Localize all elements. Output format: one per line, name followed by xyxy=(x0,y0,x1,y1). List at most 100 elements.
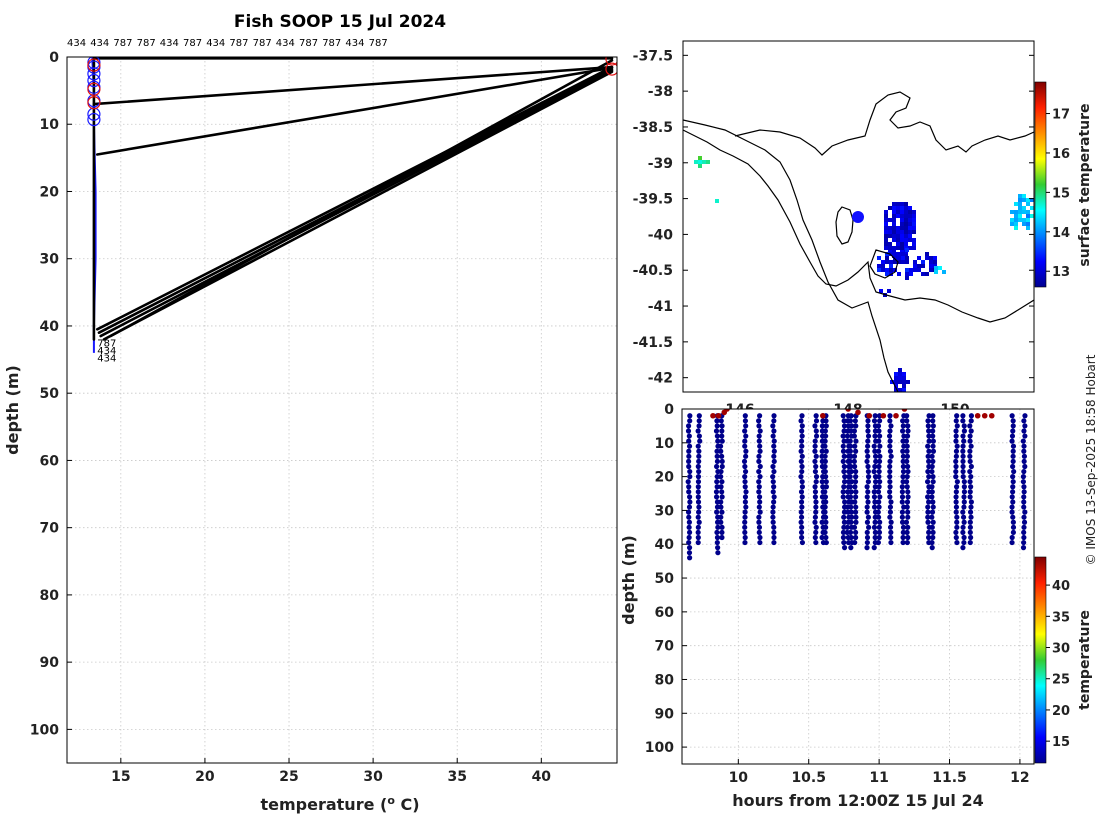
scatter-point xyxy=(886,433,893,439)
sst-pixel xyxy=(908,226,912,230)
scatter-point xyxy=(876,438,882,444)
profile-y-tick-label: 40 xyxy=(40,319,60,335)
profile-y-tick-label: 10 xyxy=(40,117,60,133)
scatter-point xyxy=(930,529,936,536)
scatter-point xyxy=(961,479,967,485)
scatter-point xyxy=(872,433,878,439)
scatter-point xyxy=(887,468,893,475)
scatter-point xyxy=(961,438,967,444)
scatter-point xyxy=(695,514,701,520)
scatter-point xyxy=(960,509,966,515)
profile-y-tick-label: 90 xyxy=(40,655,60,671)
scatter-point xyxy=(960,448,966,454)
coastline-victoria xyxy=(683,119,899,392)
sst-pixel xyxy=(892,230,896,234)
scatter-point-warm xyxy=(715,412,722,419)
scatter-point xyxy=(840,443,846,449)
scatter-point xyxy=(872,479,879,485)
scatter-point xyxy=(876,474,882,480)
sst-colorbar-tick-label: 17 xyxy=(1052,108,1070,123)
scatter-point xyxy=(865,418,871,424)
sst-pixel xyxy=(934,266,938,270)
temperature-colorbar-tick-label: 20 xyxy=(1052,704,1070,719)
scatter-point-warm xyxy=(724,409,730,412)
scatter-point xyxy=(695,524,701,530)
scatter-point xyxy=(954,539,960,546)
scatter-point xyxy=(844,433,850,439)
sst-pixel xyxy=(885,272,889,276)
scatter-point xyxy=(899,499,905,505)
scatter-point xyxy=(925,423,931,429)
scatter-point xyxy=(687,418,693,424)
scatter-point xyxy=(798,529,805,536)
sst-pixel xyxy=(908,206,912,210)
scatter-point xyxy=(925,504,931,510)
scatter-point xyxy=(875,514,882,520)
scatter-point xyxy=(771,494,777,500)
scatter-point xyxy=(813,474,820,480)
scatter-point xyxy=(1021,458,1027,465)
scatter-point xyxy=(967,423,973,429)
scatter-y-tick-label: 80 xyxy=(655,672,675,688)
scatter-point xyxy=(1010,448,1016,454)
cast-id-label: 434 xyxy=(97,354,116,365)
scatter-point xyxy=(714,463,720,470)
scatter-point xyxy=(756,529,762,536)
scatter-point xyxy=(871,489,877,495)
vessel-position xyxy=(852,211,864,223)
sst-pixel xyxy=(702,160,706,164)
sst-pixel xyxy=(913,268,917,272)
scatter-point-warm xyxy=(901,409,908,412)
scatter-point xyxy=(899,484,905,490)
scatter-point xyxy=(696,448,702,454)
scatter-point xyxy=(822,514,829,520)
scatter-point xyxy=(798,489,805,495)
scatter-point xyxy=(887,418,893,424)
scatter-point xyxy=(742,479,748,485)
scatter-point xyxy=(899,489,905,495)
sst-pixel xyxy=(892,218,896,222)
scatter-point xyxy=(714,453,720,459)
scatter-point xyxy=(930,458,936,465)
scatter-point xyxy=(904,458,910,465)
scatter-point xyxy=(812,458,818,465)
scatter-point xyxy=(822,428,828,434)
sst-pixel xyxy=(896,202,900,206)
scatter-point xyxy=(813,509,819,515)
scatter-point xyxy=(756,468,762,475)
scatter-point xyxy=(967,433,973,439)
map-latitude-ticks: -37.5 -38 -38.5 -39 -39.5 -40 -40.5 -41 -41.5 -42 xyxy=(633,48,1034,387)
scatter-point xyxy=(1009,438,1015,444)
scatter-point xyxy=(900,524,907,530)
scatter-point xyxy=(865,423,871,429)
scatter-point xyxy=(905,428,911,434)
cast-id-label: 434 xyxy=(67,38,86,49)
sst-pixel xyxy=(892,210,896,214)
scatter-point xyxy=(961,494,967,500)
scatter-point xyxy=(925,494,931,500)
scatter-point xyxy=(930,519,936,525)
scatter-point xyxy=(757,443,763,449)
scatter-point xyxy=(864,494,870,500)
scatter-point xyxy=(877,443,883,449)
scatter-point xyxy=(926,433,932,439)
scatter-point xyxy=(930,428,936,434)
scatter-point xyxy=(757,509,763,515)
scatter-point xyxy=(924,479,931,485)
sst-pixel xyxy=(896,206,900,210)
scatter-point xyxy=(905,494,911,500)
scatter-point xyxy=(929,463,935,470)
scatter-point xyxy=(717,443,724,449)
scatter-point xyxy=(695,499,702,505)
scatter-point xyxy=(968,484,974,490)
scatter-point xyxy=(1010,479,1016,485)
scatter-point xyxy=(1020,479,1026,485)
scatter-point xyxy=(848,463,854,470)
scatter-point xyxy=(848,504,854,510)
scatter-point xyxy=(770,423,776,429)
scatter-point xyxy=(771,413,777,419)
scatter-point xyxy=(841,479,848,485)
scatter-point xyxy=(770,433,776,439)
scatter-point xyxy=(953,428,959,434)
scatter-point xyxy=(847,448,853,454)
